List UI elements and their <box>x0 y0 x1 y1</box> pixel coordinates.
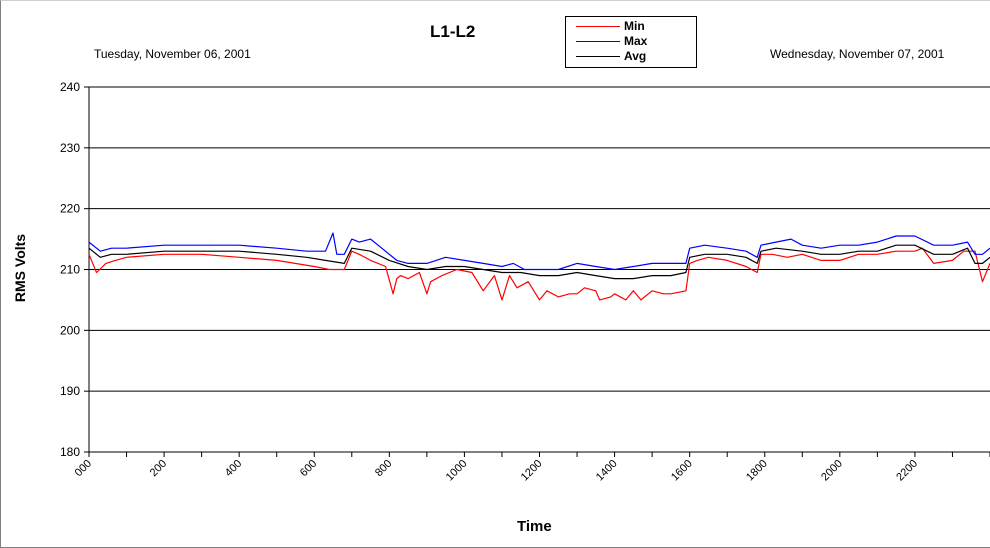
legend-swatch-max <box>576 41 620 42</box>
x-tick-label: 2000 <box>819 458 845 484</box>
y-tick-label: 180 <box>60 445 80 459</box>
legend-swatch-avg <box>576 56 620 57</box>
legend: Min Max Avg <box>565 16 697 68</box>
chart-title: L1-L2 <box>430 22 476 41</box>
x-tick-label: 1400 <box>594 458 620 484</box>
y-tick-label: 240 <box>60 80 80 94</box>
y-tick-label: 200 <box>60 323 80 337</box>
series-line-max <box>88 232 990 271</box>
x-tick-label: 1800 <box>744 458 770 484</box>
x-tick-label: 1000 <box>444 458 470 484</box>
legend-label-min: Min <box>624 19 645 33</box>
legend-swatch-min <box>576 26 620 27</box>
legend-item-min: Min <box>566 19 696 33</box>
x-tick-label: 800 <box>373 458 394 479</box>
x-axis-label: Time <box>517 518 552 535</box>
x-tick-label: 1200 <box>519 458 545 484</box>
legend-item-max: Max <box>566 34 696 48</box>
legend-label-avg: Avg <box>624 49 647 63</box>
x-tick-label: 000 <box>73 458 94 479</box>
legend-label-max: Max <box>624 34 648 48</box>
date-right-label: Wednesday, November 07, 2001 <box>770 47 945 61</box>
date-left-label: Tuesday, November 06, 2001 <box>94 47 251 61</box>
x-tick-label: 600 <box>298 458 319 479</box>
legend-item-avg: Avg <box>566 49 696 63</box>
y-tick-label: 210 <box>60 263 80 277</box>
x-tick-label: 1600 <box>669 458 695 484</box>
x-tick-label: 400 <box>223 458 244 479</box>
x-tick-label: 2200 <box>894 458 920 484</box>
series-line-min <box>88 247 990 301</box>
y-tick-label: 230 <box>60 141 80 155</box>
series-line-avg <box>88 244 990 280</box>
x-tick-label: 200 <box>148 458 169 479</box>
y-tick-label: 190 <box>60 384 80 398</box>
y-tick-label: 220 <box>60 202 80 216</box>
